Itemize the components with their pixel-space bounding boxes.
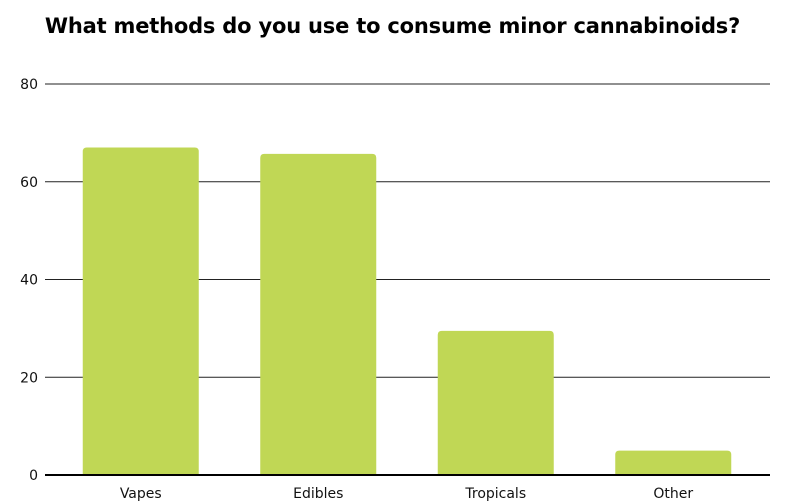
tick-labels: 0 20 40 60 80 Vapes Edibles Tropicals Other bbox=[20, 77, 693, 502]
bar-other bbox=[615, 450, 732, 475]
bars bbox=[82, 147, 732, 476]
chart-title: What methods do you use to consume minor… bbox=[44, 14, 741, 38]
x-tick-label-tropicals: Tropicals bbox=[464, 486, 526, 502]
y-tick-label-60: 60 bbox=[20, 175, 38, 191]
y-tick-label-80: 80 bbox=[20, 77, 38, 93]
x-tick-label-other: Other bbox=[653, 486, 693, 502]
x-tick-label-vapes: Vapes bbox=[120, 486, 162, 502]
bar-tropicals bbox=[437, 330, 554, 475]
x-tick-label-edibles: Edibles bbox=[293, 486, 343, 502]
y-tick-label-40: 40 bbox=[20, 273, 38, 289]
y-tick-label-0: 0 bbox=[29, 468, 38, 484]
bar-edibles bbox=[260, 153, 377, 476]
y-tick-label-20: 20 bbox=[20, 370, 38, 386]
bar-vapes bbox=[82, 147, 199, 475]
